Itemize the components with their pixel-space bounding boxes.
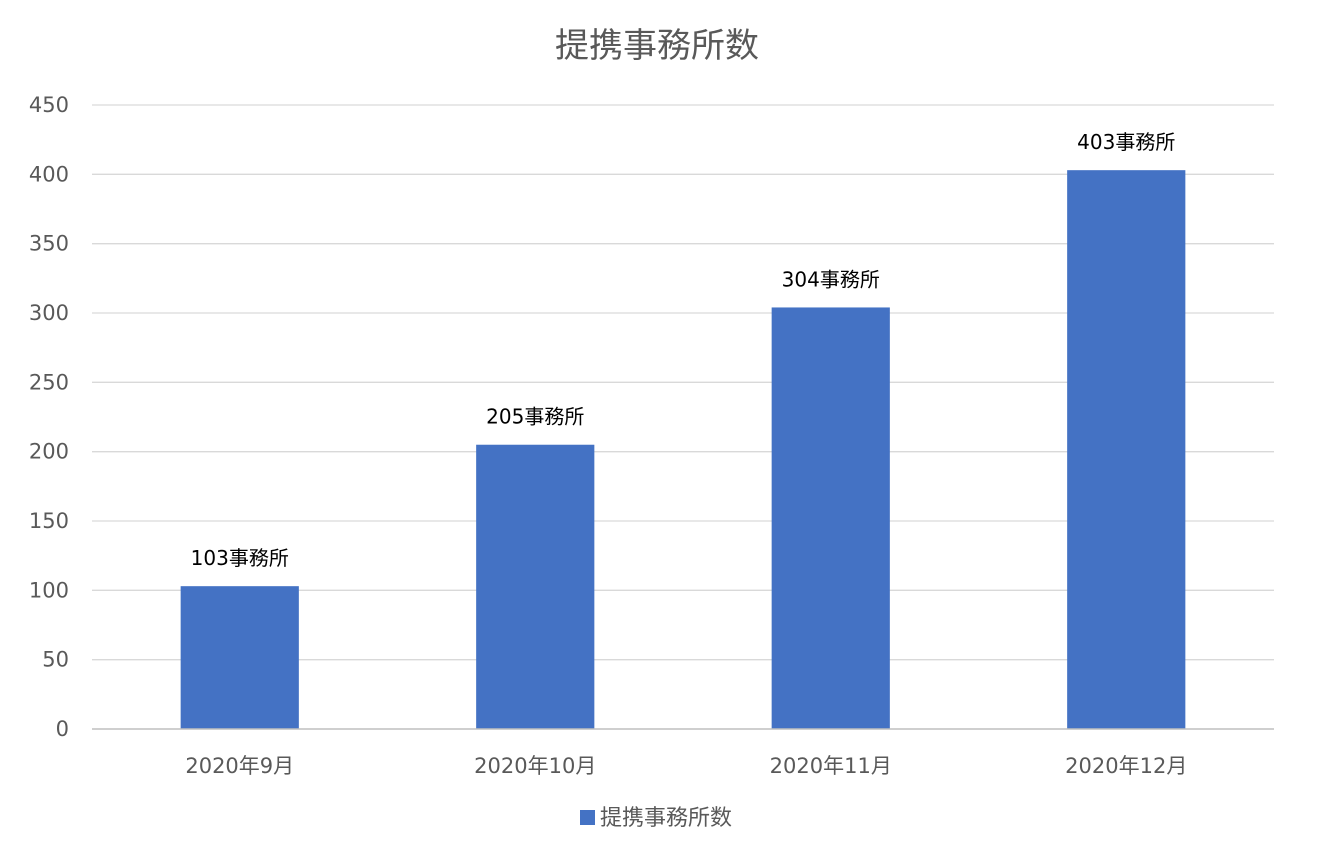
chart-title: 提携事務所数: [555, 26, 759, 66]
bar: [1067, 170, 1186, 729]
y-tick-label: 200: [29, 440, 69, 464]
y-tick-label: 450: [29, 93, 69, 117]
legend: 提携事務所数: [580, 806, 732, 831]
x-axis-ticks: 2020年9月 2020年10月 2020年11月 2020年12月: [185, 754, 1187, 778]
x-tick-label: 2020年11月: [770, 754, 892, 778]
data-label: 103事務所: [191, 546, 289, 570]
data-label: 304事務所: [782, 267, 880, 291]
x-tick-label: 2020年10月: [474, 754, 596, 778]
x-tick-label: 2020年12月: [1065, 754, 1187, 778]
bars: [180, 170, 1186, 729]
legend-swatch: [580, 810, 595, 825]
bar: [771, 307, 890, 729]
x-tick-label: 2020年9月: [185, 754, 294, 778]
y-tick-label: 350: [29, 232, 69, 256]
y-tick-label: 250: [29, 370, 69, 394]
data-labels: 103事務所 205事務所 304事務所 403事務所: [191, 130, 1176, 570]
data-label: 205事務所: [486, 405, 584, 429]
y-tick-label: 300: [29, 301, 69, 325]
data-label: 403事務所: [1077, 130, 1175, 154]
y-tick-label: 100: [29, 578, 69, 602]
y-tick-label: 150: [29, 509, 69, 533]
bar: [180, 586, 299, 729]
y-axis-ticks: 0 50 100 150 200 250 300 350 400 450: [29, 93, 69, 741]
y-tick-label: 400: [29, 162, 69, 186]
legend-label: 提携事務所数: [600, 806, 732, 831]
y-tick-label: 0: [56, 717, 69, 741]
y-tick-label: 50: [42, 648, 69, 672]
bar: [476, 444, 595, 729]
